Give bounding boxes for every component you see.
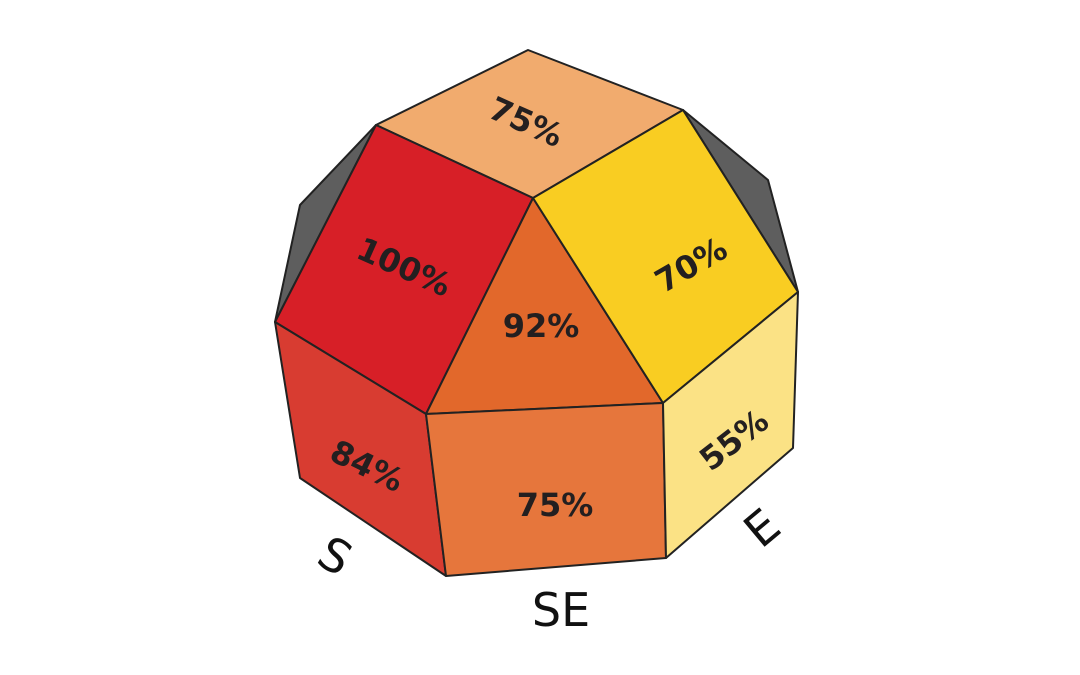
- direction-east-label: E: [734, 498, 791, 558]
- label-upper-center: 92%: [503, 307, 580, 345]
- direction-south-label: S: [309, 525, 361, 586]
- label-lower-center: 75%: [517, 486, 594, 524]
- face-lower-right: [662, 291, 799, 559]
- direction-southeast-label: SE: [532, 583, 590, 637]
